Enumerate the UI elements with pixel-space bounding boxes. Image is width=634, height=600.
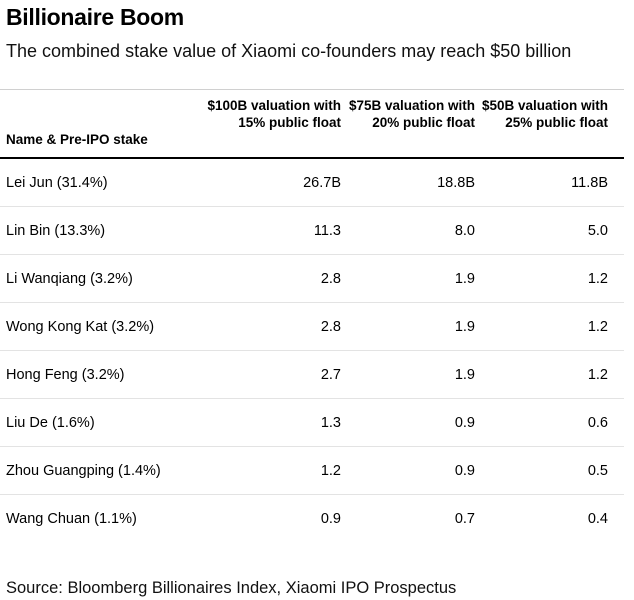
row-value-100b: 26.7B	[303, 175, 341, 191]
row-name: Li Wanqiang (3.2%)	[6, 271, 133, 287]
row-divider	[0, 206, 624, 207]
table-row: Liu De (1.6%) 1.3 0.9 0.6	[0, 399, 624, 447]
column-header-50b: $50B valuation with 25% public float	[481, 98, 608, 130]
row-divider	[0, 398, 624, 399]
column-header-name: Name & Pre-IPO stake	[6, 132, 148, 147]
row-value-100b: 2.8	[320, 319, 341, 335]
row-value-50b: 1.2	[587, 367, 608, 383]
row-value-100b: 11.3	[313, 223, 341, 239]
column-header-75b: $75B valuation with 20% public float	[348, 98, 475, 130]
table-row: Li Wanqiang (3.2%) 2.8 1.9 1.2	[0, 255, 624, 303]
row-value-50b: 0.4	[587, 511, 608, 527]
row-value-50b: 5.0	[587, 223, 608, 239]
row-value-75b: 0.9	[454, 463, 475, 479]
row-value-50b: 0.5	[587, 463, 608, 479]
row-value-75b: 8.0	[454, 223, 475, 239]
row-divider	[0, 350, 624, 351]
row-value-100b: 0.9	[320, 511, 341, 527]
header-divider	[0, 157, 624, 159]
source-note: Source: Bloomberg Billionaires Index, Xi…	[6, 579, 457, 597]
row-name: Lin Bin (13.3%)	[6, 223, 106, 239]
chart-title: Billionaire Boom	[6, 4, 184, 30]
row-value-75b: 18.8B	[437, 175, 475, 191]
row-value-75b: 1.9	[454, 367, 475, 383]
row-value-100b: 1.2	[320, 463, 341, 479]
row-name: Zhou Guangping (1.4%)	[6, 463, 161, 479]
row-divider	[0, 254, 624, 255]
row-value-100b: 2.7	[320, 367, 341, 383]
column-header-100b: $100B valuation with 15% public float	[207, 98, 341, 130]
table-row: Lei Jun (31.4%) 26.7B 18.8B 11.8B	[0, 159, 624, 207]
row-divider	[0, 446, 624, 447]
row-value-50b: 1.2	[587, 271, 608, 287]
row-name: Wang Chuan (1.1%)	[6, 511, 137, 527]
chart-subtitle: The combined stake value of Xiaomi co-fo…	[6, 41, 572, 61]
row-name: Hong Feng (3.2%)	[6, 367, 125, 383]
row-name: Liu De (1.6%)	[6, 415, 95, 431]
table-row: Wang Chuan (1.1%) 0.9 0.7 0.4	[0, 495, 624, 543]
row-name: Lei Jun (31.4%)	[6, 175, 108, 191]
row-value-50b: 0.6	[587, 415, 608, 431]
table-row: Zhou Guangping (1.4%) 1.2 0.9 0.5	[0, 447, 624, 495]
table-row: Hong Feng (3.2%) 2.7 1.9 1.2	[0, 351, 624, 399]
row-name: Wong Kong Kat (3.2%)	[6, 319, 155, 335]
row-value-100b: 2.8	[320, 271, 341, 287]
row-value-50b: 1.2	[587, 319, 608, 335]
table-row: Lin Bin (13.3%) 11.3 8.0 5.0	[0, 207, 624, 255]
row-value-75b: 0.7	[454, 511, 475, 527]
row-value-75b: 0.9	[454, 415, 475, 431]
row-value-75b: 1.9	[454, 271, 475, 287]
row-value-100b: 1.3	[320, 415, 341, 431]
table-row: Wong Kong Kat (3.2%) 2.8 1.9 1.2	[0, 303, 624, 351]
row-divider	[0, 494, 624, 495]
row-value-50b: 11.8B	[571, 175, 608, 191]
row-divider	[0, 302, 624, 303]
row-value-75b: 1.9	[454, 319, 475, 335]
top-divider	[0, 89, 624, 90]
